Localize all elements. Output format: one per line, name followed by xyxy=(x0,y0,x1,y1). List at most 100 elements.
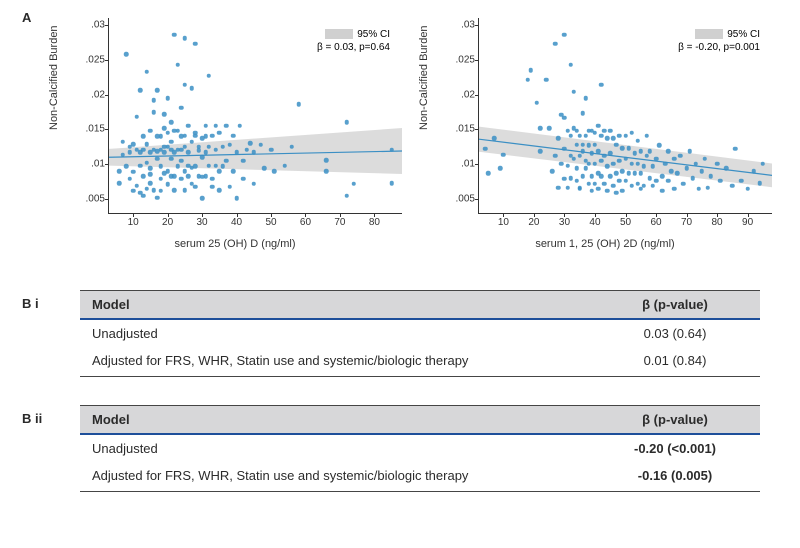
scatter-point xyxy=(687,149,692,154)
scatter-point xyxy=(581,111,586,116)
scatter-point xyxy=(608,151,613,156)
scatter-point xyxy=(559,161,564,166)
scatter-point xyxy=(200,155,205,160)
scatter-point xyxy=(611,161,616,166)
scatter-point xyxy=(562,32,567,37)
scatter-point xyxy=(709,174,714,179)
scatter-point xyxy=(203,174,208,179)
x-axis-title-right: serum 1, 25 (OH) 2D (ng/ml) xyxy=(535,238,674,250)
scatter-point xyxy=(758,181,763,186)
scatter-point xyxy=(121,140,126,145)
scatter-point xyxy=(596,149,601,154)
cell-model: Unadjusted xyxy=(80,319,590,347)
scatter-point xyxy=(672,186,677,191)
table-bii-wrap: B ii Model β (p-value) Unadjusted-0.20 (… xyxy=(80,405,760,492)
scatter-point xyxy=(152,188,157,193)
scatter-point xyxy=(663,161,668,166)
scatter-point xyxy=(724,166,729,171)
scatter-point xyxy=(666,179,671,184)
scatter-point xyxy=(739,179,744,184)
scatter-point xyxy=(629,161,634,166)
x-tick-label: 50 xyxy=(265,213,276,228)
scatter-point xyxy=(389,147,394,152)
scatter-point xyxy=(590,174,595,179)
scatter-point xyxy=(176,129,181,134)
scatter-point xyxy=(617,179,622,184)
scatter-point xyxy=(761,161,766,166)
scatter-point xyxy=(193,133,198,138)
table-bi: Model β (p-value) Unadjusted0.03 (0.64)A… xyxy=(80,290,760,377)
scatter-point xyxy=(501,152,506,157)
scatter-point xyxy=(550,169,555,174)
table-bi-wrap: B i Model β (p-value) Unadjusted0.03 (0.… xyxy=(80,290,760,377)
th-value: β (p-value) xyxy=(590,406,760,435)
scatter-point xyxy=(217,188,222,193)
scatter-point xyxy=(538,149,543,154)
y-tick-label: .025 xyxy=(456,54,479,65)
scatter-point xyxy=(556,186,561,191)
scatter-point xyxy=(186,124,191,129)
scatter-point xyxy=(183,188,188,193)
legend-left: 95% CI β = 0.03, p=0.64 xyxy=(317,28,390,54)
legend-ci-text: 95% CI xyxy=(727,29,760,40)
scatter-point xyxy=(210,184,215,189)
scatter-point xyxy=(158,177,163,182)
cell-model: Adjusted for FRS, WHR, Statin use and sy… xyxy=(80,462,590,492)
table-row: Adjusted for FRS, WHR, Statin use and sy… xyxy=(80,347,760,377)
x-tick-label: 20 xyxy=(162,213,173,228)
scatter-point xyxy=(697,186,702,191)
scatter-point xyxy=(678,154,683,159)
table-bii: Model β (p-value) Unadjusted-0.20 (<0.00… xyxy=(80,405,760,492)
scatter-point xyxy=(605,188,610,193)
scatter-point xyxy=(289,145,294,150)
cell-value: -0.16 (0.005) xyxy=(590,462,760,492)
scatter-point xyxy=(660,188,665,193)
scatter-point xyxy=(131,142,136,147)
scatter-point xyxy=(238,124,243,129)
scatter-point xyxy=(547,126,552,131)
scatter-point xyxy=(324,169,329,174)
scatter-point xyxy=(252,182,257,187)
scatter-point xyxy=(203,134,208,139)
x-tick-label: 60 xyxy=(300,213,311,228)
scatter-point xyxy=(196,148,201,153)
scatter-point xyxy=(571,156,576,161)
scatter-point xyxy=(186,150,191,155)
scatter-point xyxy=(617,159,622,164)
scatter-point xyxy=(131,188,136,193)
scatter-point xyxy=(134,115,139,120)
scatter-point xyxy=(283,163,288,168)
scatter-point xyxy=(623,179,628,184)
scatter-point xyxy=(544,78,549,83)
scatter-point xyxy=(117,169,122,174)
scatter-point xyxy=(562,115,567,120)
scatter-point xyxy=(629,131,634,136)
scatter-point xyxy=(483,147,488,152)
scatter-point xyxy=(590,151,595,156)
scatter-point xyxy=(635,138,640,143)
plot-area-left: 95% CI β = 0.03, p=0.64 1020304050607080… xyxy=(108,18,402,214)
x-tick-label: 50 xyxy=(620,213,631,228)
scatter-point xyxy=(620,169,625,174)
scatter-point xyxy=(152,110,157,115)
scatter-point xyxy=(675,171,680,176)
y-tick-label: .01 xyxy=(91,159,109,170)
scatter-point xyxy=(642,184,647,189)
panel-bi-label: B i xyxy=(22,296,39,311)
scatter-point xyxy=(224,124,229,129)
scatter-point xyxy=(158,164,163,169)
y-axis-title-right: Non-Calcified Burden xyxy=(418,25,430,130)
scatter-point xyxy=(231,133,236,138)
scatter-point xyxy=(587,182,592,187)
scatter-point xyxy=(693,161,698,166)
scatter-point xyxy=(145,186,150,191)
scatter-point xyxy=(654,179,659,184)
scatter-point xyxy=(648,149,653,154)
scatter-point xyxy=(262,166,267,171)
scatter-point xyxy=(234,150,239,155)
scatter-point xyxy=(602,182,607,187)
scatter-point xyxy=(203,124,208,129)
legend-stat-right: β = -0.20, p=0.001 xyxy=(678,41,760,54)
scatter-point xyxy=(645,133,650,138)
scatter-point xyxy=(657,143,662,148)
